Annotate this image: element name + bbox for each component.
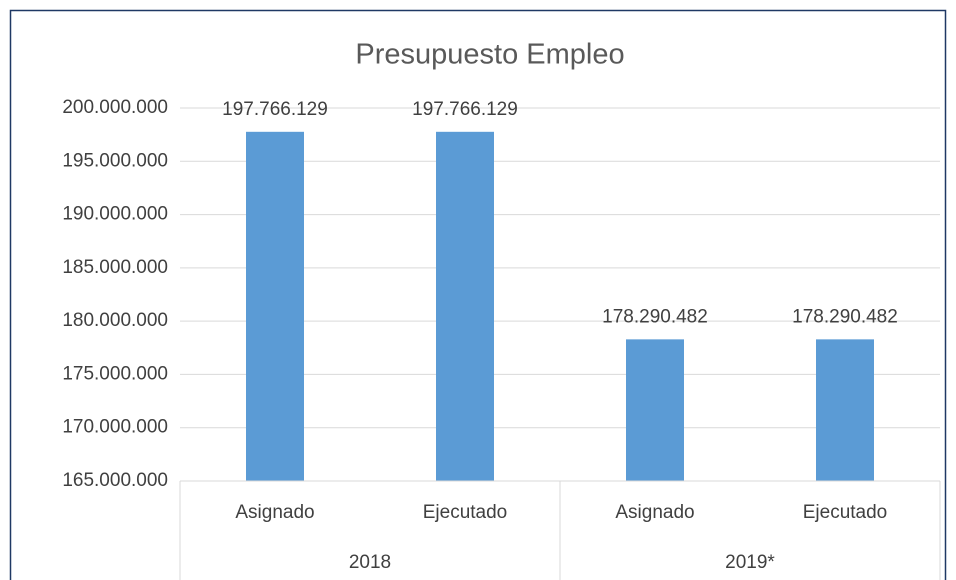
bar	[246, 131, 304, 481]
chart-title: Presupuesto Empleo	[355, 39, 624, 71]
y-tick-label: 195.000.000	[62, 150, 168, 171]
x-tick-label: Ejecutado	[803, 502, 888, 523]
y-tick-label: 190.000.000	[62, 204, 168, 225]
group-label: 2019*	[725, 552, 775, 573]
group-label: 2018	[349, 552, 391, 573]
data-label: 197.766.129	[412, 99, 518, 120]
y-tick-label: 185.000.000	[62, 257, 168, 278]
data-label: 178.290.482	[792, 306, 898, 327]
bar	[436, 131, 494, 481]
chart-border	[9, 9, 947, 580]
y-tick-label: 165.000.000	[62, 470, 168, 491]
y-tick-label: 175.000.000	[62, 363, 168, 384]
bar	[626, 339, 684, 481]
data-label: 178.290.482	[602, 306, 708, 327]
y-tick-label: 200.000.000	[62, 97, 168, 118]
x-tick-label: Asignado	[235, 502, 314, 523]
x-tick-label: Ejecutado	[423, 502, 508, 523]
x-tick-label: Asignado	[615, 502, 694, 523]
data-label: 197.766.129	[222, 99, 328, 120]
y-tick-label: 180.000.000	[62, 310, 168, 331]
y-tick-label: 170.000.000	[62, 417, 168, 438]
bar	[816, 339, 874, 481]
